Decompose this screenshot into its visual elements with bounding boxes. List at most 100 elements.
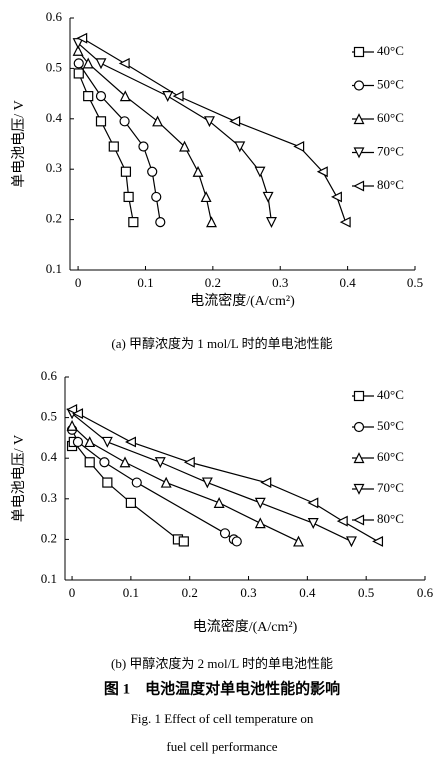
marker	[138, 141, 149, 152]
legend-label: 40°C	[377, 387, 404, 402]
marker	[119, 116, 130, 127]
x-tick-label: 0.5	[358, 585, 374, 600]
caption: (a) 甲醇浓度为 1 mol/L 时的单电池性能	[111, 336, 332, 351]
marker	[231, 536, 242, 547]
y-tick-label: 0.5	[46, 59, 62, 74]
marker	[73, 68, 84, 79]
marker	[206, 216, 217, 228]
marker	[83, 91, 94, 102]
marker	[125, 436, 136, 448]
marker	[118, 57, 130, 69]
marker	[336, 515, 348, 527]
marker	[262, 191, 274, 203]
x-tick-label: 0.1	[123, 585, 139, 600]
x-axis-label: 电流密度/(A/cm²)	[190, 292, 295, 309]
x-axis-label: 电流密度/(A/cm²)	[193, 618, 298, 635]
y-tick-label: 0.2	[41, 530, 57, 545]
marker	[234, 141, 246, 153]
y-tick-label: 0.1	[46, 261, 62, 276]
y-tick-label: 0.1	[41, 571, 57, 586]
marker	[102, 477, 113, 488]
marker	[254, 517, 266, 529]
marker	[119, 456, 131, 468]
marker	[229, 115, 241, 127]
x-tick-label: 0.5	[407, 275, 423, 290]
marker	[330, 191, 342, 203]
marker	[84, 436, 96, 448]
marker	[95, 91, 107, 102]
x-tick-label: 0.3	[240, 585, 256, 600]
x-tick-label: 0.4	[299, 585, 316, 600]
marker	[123, 191, 134, 203]
marker	[260, 477, 272, 489]
marker	[119, 90, 131, 102]
y-tick-label: 0.6	[41, 368, 58, 383]
marker	[147, 166, 158, 177]
legend-label: 80°C	[377, 177, 404, 192]
marker	[316, 166, 328, 178]
marker	[154, 457, 166, 469]
legend-marker	[353, 483, 365, 495]
series-line	[77, 50, 213, 223]
y-tick-label: 0.4	[46, 110, 63, 125]
y-axis-label: 单电池电压/ V	[11, 100, 27, 188]
y-tick-label: 0.5	[41, 409, 57, 424]
marker	[155, 217, 166, 228]
figure-caption-zh: 图 1 电池温度对单电池性能的影响	[104, 679, 340, 697]
figure-caption-en: fuel cell performance	[166, 739, 277, 754]
marker	[307, 518, 319, 530]
x-tick-label: 0.3	[272, 275, 288, 290]
marker	[254, 497, 266, 509]
x-tick-label: 0	[69, 585, 76, 600]
x-tick-label: 0	[75, 275, 82, 290]
marker	[160, 476, 172, 488]
x-tick-label: 0.2	[182, 585, 198, 600]
marker	[125, 497, 136, 508]
y-tick-label: 0.4	[41, 449, 58, 464]
marker	[179, 140, 191, 152]
marker	[151, 191, 162, 203]
marker	[72, 436, 84, 448]
marker	[192, 165, 204, 177]
y-tick-label: 0.6	[46, 9, 63, 24]
marker	[108, 141, 119, 152]
x-tick-label: 0.4	[339, 275, 356, 290]
legend-label: 50°C	[377, 76, 404, 91]
marker	[66, 404, 78, 415]
legend-label: 80°C	[377, 511, 404, 526]
series-line	[71, 440, 185, 542]
y-tick-label: 0.3	[41, 490, 57, 505]
marker	[131, 477, 142, 488]
marker	[84, 457, 95, 468]
legend-marker	[353, 147, 365, 159]
marker	[293, 141, 305, 152]
marker	[128, 217, 139, 228]
marker	[200, 191, 212, 203]
marker	[307, 497, 319, 509]
legend-marker	[353, 80, 365, 91]
legend-marker	[353, 421, 365, 433]
marker	[219, 528, 231, 539]
marker	[120, 166, 132, 177]
marker	[204, 116, 215, 128]
y-axis-label: 单电池电压/ V	[11, 435, 27, 523]
marker	[152, 115, 164, 127]
marker	[372, 535, 384, 547]
marker	[201, 477, 213, 489]
legend-label: 60°C	[377, 449, 404, 464]
marker	[101, 436, 113, 448]
marker	[178, 536, 189, 547]
series-line	[81, 37, 347, 223]
marker	[76, 32, 88, 44]
legend-marker	[353, 390, 365, 402]
legend-label: 40°C	[377, 43, 404, 58]
marker	[95, 116, 107, 127]
legend-label: 70°C	[377, 143, 404, 158]
legend-marker	[353, 452, 365, 464]
marker	[339, 216, 351, 228]
marker	[72, 408, 84, 420]
marker	[66, 419, 78, 431]
legend-marker	[353, 113, 365, 125]
